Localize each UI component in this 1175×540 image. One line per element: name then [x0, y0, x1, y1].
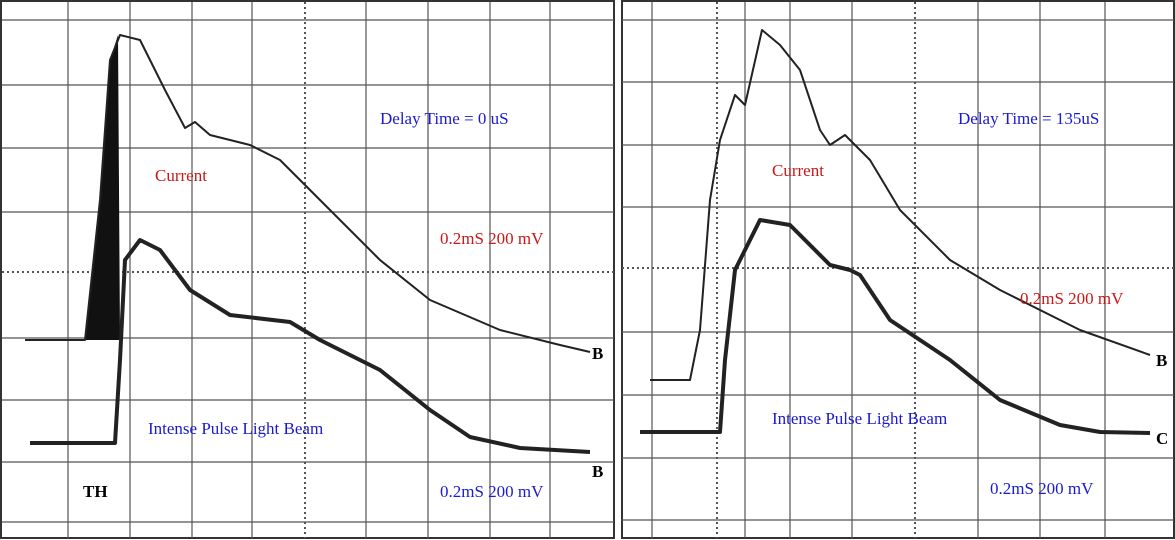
trace-marker: C — [1156, 429, 1168, 448]
trace-marker: B — [592, 344, 603, 363]
beam-scale: 0.2mS 200 mV — [440, 482, 544, 501]
trigger-label: TH — [83, 482, 108, 501]
trace-marker: B — [1156, 351, 1167, 370]
current-label: Current — [155, 166, 207, 185]
current-scale: 0.2mS 200 mV — [1020, 289, 1124, 308]
oscilloscope-screens: Delay Time = 0 uS Current 0.2mS 200 mV I… — [0, 0, 1175, 540]
delay-label: Delay Time = 135uS — [958, 109, 1099, 128]
delay-label: Delay Time = 0 uS — [380, 109, 509, 128]
trace-marker: B — [592, 462, 603, 481]
beam-label: Intense Pulse Light Beam — [148, 419, 323, 438]
beam-scale: 0.2mS 200 mV — [990, 479, 1094, 498]
beam-label: Intense Pulse Light Beam — [772, 409, 947, 428]
current-label: Current — [772, 161, 824, 180]
current-scale: 0.2mS 200 mV — [440, 229, 544, 248]
